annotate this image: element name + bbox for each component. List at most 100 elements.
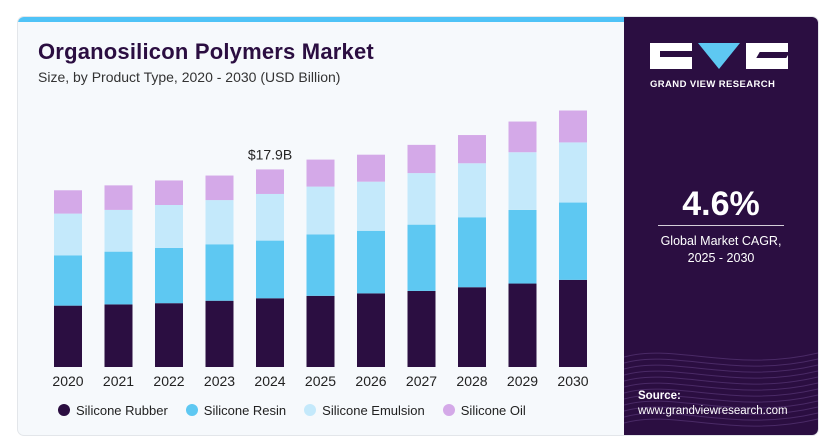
legend-item-silicone-rubber: Silicone Rubber (58, 403, 168, 418)
bar-silicone-emulsion-2029 (508, 152, 537, 210)
legend-item-silicone-emulsion: Silicone Emulsion (304, 403, 425, 418)
cagr-label: Global Market CAGR, 2025 - 2030 (624, 233, 818, 267)
bar-silicone-oil-2020 (54, 190, 82, 214)
bar-chart: 2020 2021 2022 2023 2024 $17.9B 2025 2026 2027 20… (52, 110, 589, 389)
bar-silicone-resin-2024 (256, 240, 284, 299)
x-tick-label-2021: 2021 (103, 373, 134, 389)
bar-silicone-oil-2028 (458, 135, 486, 164)
bar-silicone-resin-2022 (155, 247, 183, 304)
logo-mark (650, 43, 800, 73)
decorative-wave-pattern (624, 352, 818, 427)
x-tick-label-2024: 2024 (254, 373, 285, 389)
source-note: Source: www.grandviewresearch.com (638, 389, 788, 419)
bar-silicone-emulsion-2024 (256, 193, 284, 241)
bar-silicone-rubber-2026 (357, 293, 385, 367)
chart-subtitle: Size, by Product Type, 2020 - 2030 (USD … (38, 69, 341, 85)
bar-silicone-oil-2030 (559, 110, 587, 143)
bar-silicone-emulsion-2025 (306, 186, 335, 235)
bar-silicone-emulsion-2030 (559, 142, 587, 203)
bar-silicone-emulsion-2027 (407, 173, 436, 225)
data-label-2024: $17.9B (248, 146, 292, 162)
legend-item-silicone-resin: Silicone Resin (185, 402, 287, 418)
wave-line (624, 352, 818, 361)
x-tick-label-2022: 2022 (153, 373, 184, 389)
info-panel: GRAND VIEW RESEARCH 4.6% Global Market C… (624, 17, 818, 435)
legend-label-silicone-emulsion: Silicone Emulsion (322, 402, 425, 418)
bar-silicone-emulsion-2020 (54, 213, 82, 256)
bar-silicone-resin-2023 (205, 244, 234, 301)
bar-silicone-rubber-2028 (458, 287, 486, 367)
chart-card: Organosilicon Polymers Market Size, by P… (18, 17, 818, 435)
wave-line (624, 370, 818, 379)
legend-label-silicone-oil: Silicone Oil (460, 402, 526, 418)
bar-silicone-rubber-2023 (205, 300, 234, 367)
wave-line (624, 382, 818, 391)
cagr-label-line2: 2025 - 2030 (687, 251, 755, 265)
x-tick-label-2029: 2029 (507, 373, 538, 389)
wave-line (624, 358, 818, 367)
bar-silicone-oil-2021 (104, 185, 133, 210)
bar-silicone-emulsion-2023 (205, 200, 234, 245)
bar-silicone-emulsion-2028 (458, 163, 486, 218)
bar-silicone-rubber-2022 (155, 303, 183, 367)
bar-silicone-oil-2023 (205, 175, 234, 201)
chart-title: Organosilicon Polymers Market (38, 39, 374, 64)
logo-box-g (650, 43, 692, 69)
logo-box-r (746, 43, 790, 69)
legend-swatch-silicone-resin (185, 404, 198, 416)
wave-line (624, 412, 818, 421)
bar-silicone-resin-2029 (508, 209, 537, 284)
bar-silicone-resin-2030 (559, 202, 587, 280)
x-tick-label-2026: 2026 (355, 373, 386, 389)
x-tick-label-2030: 2030 (557, 373, 588, 389)
bar-silicone-resin-2027 (407, 224, 436, 291)
bar-silicone-oil-2026 (357, 154, 385, 182)
source-url[interactable]: www.grandviewresearch.com (638, 405, 788, 417)
bar-silicone-emulsion-2022 (155, 205, 183, 248)
bar-silicone-oil-2022 (155, 180, 183, 205)
x-tick-label-2027: 2027 (406, 373, 437, 389)
wave-line (624, 418, 818, 427)
cagr-value: 4.6% (682, 185, 760, 223)
bar-silicone-oil-2024 (256, 169, 284, 194)
bar-silicone-rubber-2029 (508, 283, 537, 367)
bar-silicone-resin-2021 (104, 251, 133, 305)
bar-silicone-resin-2028 (458, 217, 486, 288)
source-label: Source: (638, 390, 681, 402)
cagr-divider (658, 225, 784, 226)
brand-logo: GRAND VIEW RESEARCH (650, 43, 800, 90)
top-accent-bar (18, 17, 624, 22)
chart-legend: Silicone Rubber Silicone Resin Silicone Em… (58, 401, 526, 419)
legend-label-silicone-rubber: Silicone Rubber (76, 402, 168, 418)
brand-name: GRAND VIEW RESEARCH (650, 79, 776, 90)
legend-item-silicone-oil: Silicone Oil (442, 402, 526, 418)
wave-line (624, 364, 818, 373)
bar-silicone-resin-2020 (54, 255, 82, 306)
bar-silicone-rubber-2024 (256, 298, 284, 367)
bar-silicone-oil-2027 (407, 144, 436, 174)
logo-box-v (698, 43, 740, 69)
x-tick-label-2028: 2028 (456, 373, 487, 389)
bar-silicone-rubber-2021 (104, 304, 133, 367)
bar-silicone-rubber-2020 (54, 305, 82, 367)
bar-silicone-rubber-2025 (306, 295, 335, 367)
wave-line (624, 394, 818, 403)
wave-line (624, 376, 818, 385)
bar-silicone-resin-2025 (306, 234, 335, 296)
x-tick-label-2025: 2025 (305, 373, 336, 389)
bar-silicone-resin-2026 (357, 230, 385, 294)
bar-silicone-emulsion-2021 (104, 209, 133, 252)
cagr-label-line1: Global Market CAGR, (660, 234, 782, 248)
wave-line (624, 400, 818, 409)
legend-swatch-silicone-rubber (58, 404, 70, 416)
wave-line (624, 406, 818, 415)
bar-silicone-rubber-2027 (407, 290, 436, 367)
x-tick-label-2020: 2020 (52, 373, 83, 389)
bar-silicone-emulsion-2026 (357, 181, 385, 231)
x-tick-label-2023: 2023 (204, 373, 235, 389)
wave-line (624, 388, 818, 397)
bar-silicone-rubber-2030 (559, 279, 587, 367)
legend-label-silicone-resin: Silicone Resin (203, 402, 287, 418)
legend-swatch-silicone-oil (442, 404, 455, 416)
bar-silicone-oil-2029 (508, 121, 537, 153)
